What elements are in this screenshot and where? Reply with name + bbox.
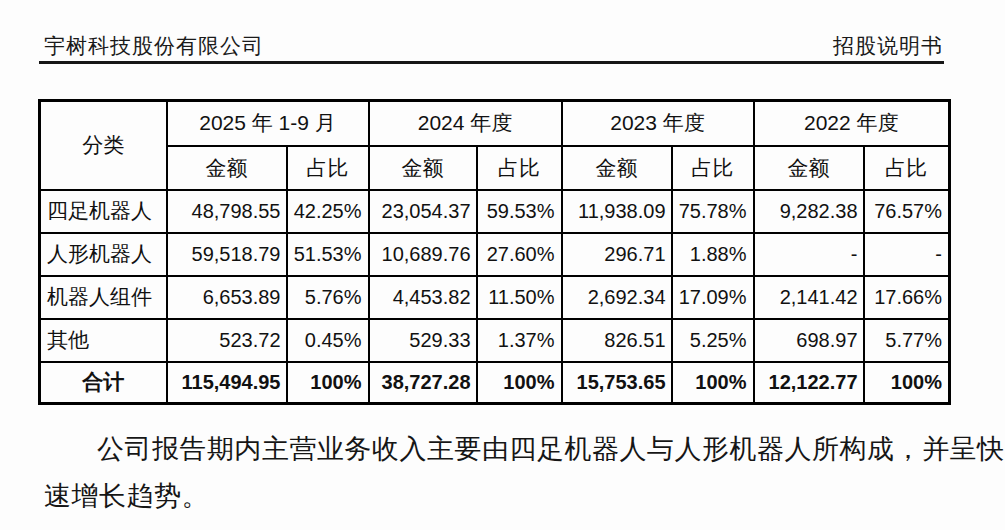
ratio-cell: 59.53% — [477, 190, 562, 233]
prospectus-page: 宇树科技股份有限公司 招股说明书 分类 2025 年 1-9 月 2024 年度… — [0, 0, 1005, 530]
total-amount-cell: 12,122.77 — [754, 362, 864, 404]
amount-cell: 10,689.76 — [369, 233, 477, 276]
amount-cell: 6,653.89 — [167, 276, 287, 319]
ratio-cell: 75.78% — [672, 190, 754, 233]
table-header-period-2025: 2025 年 1-9 月 — [167, 101, 369, 146]
table-row-other: 其他 523.72 0.45% 529.33 1.37% 826.51 5.25… — [40, 319, 950, 362]
table-subheader-amount: 金额 — [754, 146, 864, 190]
amount-cell: 2,141.42 — [754, 276, 864, 319]
table-row-humanoid: 人形机器人 59,518.79 51.53% 10,689.76 27.60% … — [40, 233, 950, 276]
amount-cell: 59,518.79 — [167, 233, 287, 276]
table-subheader-ratio: 占比 — [287, 146, 369, 190]
body-paragraph-line-2: 速增长趋势。 — [44, 478, 209, 514]
table-header-category: 分类 — [40, 101, 167, 190]
table-subheader-amount: 金额 — [369, 146, 477, 190]
ratio-cell: 76.57% — [864, 190, 950, 233]
ratio-cell: - — [864, 233, 950, 276]
ratio-cell: 27.60% — [477, 233, 562, 276]
total-amount-cell: 38,727.28 — [369, 362, 477, 404]
doc-type-label: 招股说明书 — [833, 32, 943, 60]
amount-cell: 826.51 — [562, 319, 672, 362]
amount-cell: 296.71 — [562, 233, 672, 276]
amount-cell: 23,054.37 — [369, 190, 477, 233]
amount-cell: 523.72 — [167, 319, 287, 362]
revenue-breakdown-table: 分类 2025 年 1-9 月 2024 年度 2023 年度 2022 年度 … — [38, 99, 951, 405]
ratio-cell: 1.37% — [477, 319, 562, 362]
amount-cell: 9,282.38 — [754, 190, 864, 233]
table-row-quadruped: 四足机器人 48,798.55 42.25% 23,054.37 59.53% … — [40, 190, 950, 233]
table-subheader-amount: 金额 — [167, 146, 287, 190]
header-divider-rule — [39, 61, 944, 64]
table-subheader-ratio: 占比 — [672, 146, 754, 190]
total-amount-cell: 15,753.65 — [562, 362, 672, 404]
ratio-cell: 1.88% — [672, 233, 754, 276]
ratio-cell: 42.25% — [287, 190, 369, 233]
category-cell: 其他 — [40, 319, 167, 362]
total-label-cell: 合计 — [40, 362, 167, 404]
total-ratio-cell: 100% — [672, 362, 754, 404]
table-subheader-ratio: 占比 — [477, 146, 562, 190]
amount-cell: 529.33 — [369, 319, 477, 362]
ratio-cell: 5.76% — [287, 276, 369, 319]
table-subheader-amount: 金额 — [562, 146, 672, 190]
ratio-cell: 5.25% — [672, 319, 754, 362]
table-header-period-2023: 2023 年度 — [562, 101, 754, 146]
table-subheader-ratio: 占比 — [864, 146, 950, 190]
table-row-components: 机器人组件 6,653.89 5.76% 4,453.82 11.50% 2,6… — [40, 276, 950, 319]
total-amount-cell: 115,494.95 — [167, 362, 287, 404]
total-ratio-cell: 100% — [477, 362, 562, 404]
amount-cell: 48,798.55 — [167, 190, 287, 233]
amount-cell: - — [754, 233, 864, 276]
category-cell: 人形机器人 — [40, 233, 167, 276]
amount-cell: 698.97 — [754, 319, 864, 362]
table-header-period-2024: 2024 年度 — [369, 101, 562, 146]
table-header-period-2022: 2022 年度 — [754, 101, 950, 146]
amount-cell: 2,692.34 — [562, 276, 672, 319]
ratio-cell: 51.53% — [287, 233, 369, 276]
ratio-cell: 11.50% — [477, 276, 562, 319]
ratio-cell: 0.45% — [287, 319, 369, 362]
amount-cell: 11,938.09 — [562, 190, 672, 233]
company-name: 宇树科技股份有限公司 — [44, 32, 264, 60]
category-cell: 机器人组件 — [40, 276, 167, 319]
ratio-cell: 17.09% — [672, 276, 754, 319]
amount-cell: 4,453.82 — [369, 276, 477, 319]
table-row-total: 合计 115,494.95 100% 38,727.28 100% 15,753… — [40, 362, 950, 404]
body-paragraph-line-1: 公司报告期内主营业务收入主要由四足机器人与人形机器人所构成，并呈快 — [97, 431, 1005, 467]
ratio-cell: 5.77% — [864, 319, 950, 362]
total-ratio-cell: 100% — [864, 362, 950, 404]
category-cell: 四足机器人 — [40, 190, 167, 233]
total-ratio-cell: 100% — [287, 362, 369, 404]
ratio-cell: 17.66% — [864, 276, 950, 319]
